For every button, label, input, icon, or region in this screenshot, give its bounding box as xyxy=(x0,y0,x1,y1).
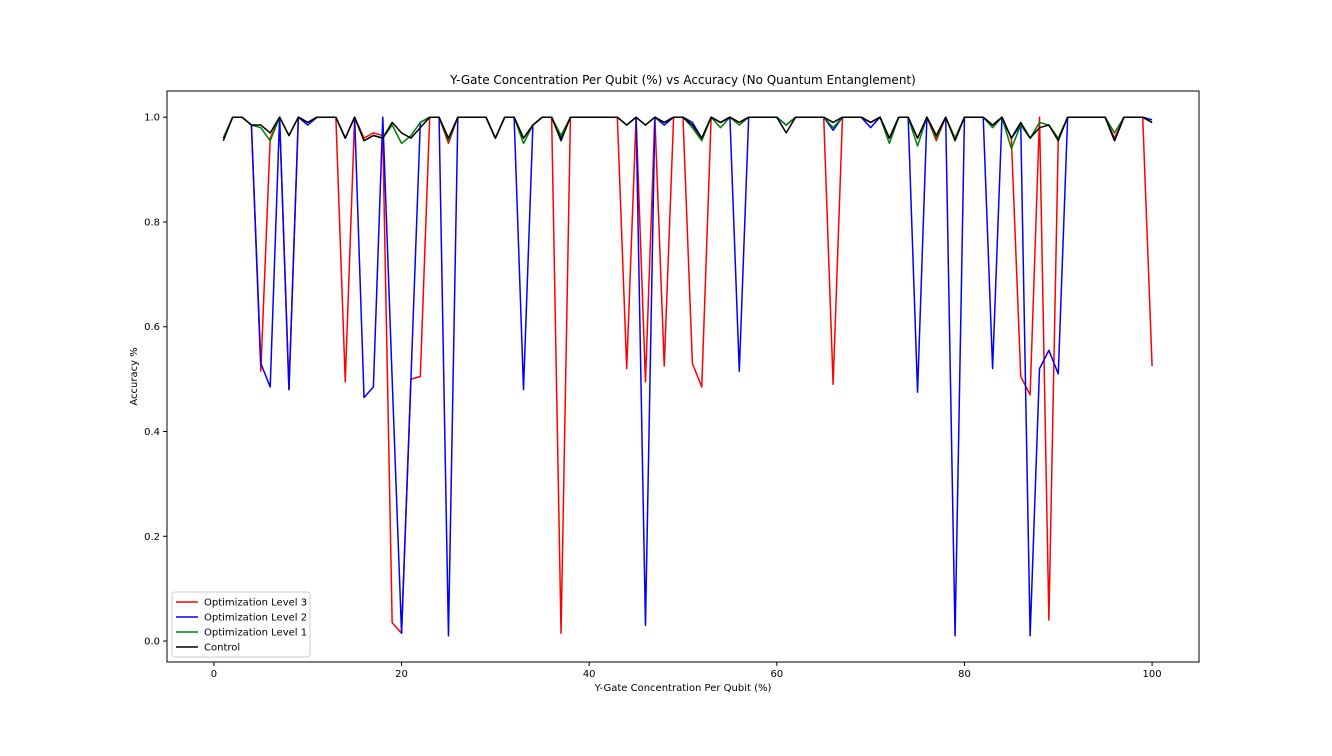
y-tick-label: 0.6 xyxy=(144,322,160,333)
legend-entry: Optimization Level 3 xyxy=(204,598,307,609)
legend: Optimization Level 3 Optimization Level 2… xyxy=(171,591,311,658)
y-tick-label: 0.0 xyxy=(144,637,160,648)
x-tick-label: 40 xyxy=(583,669,596,680)
legend-box xyxy=(171,591,311,658)
series-line-optimization-level-2 xyxy=(222,116,1153,637)
x-tick-label: 60 xyxy=(770,669,783,680)
series-line-control xyxy=(222,116,1153,142)
y-axis-label: Accuracy % xyxy=(129,347,140,405)
series-lines xyxy=(222,116,1153,637)
x-tick-label: 80 xyxy=(958,669,971,680)
y-axis-ticks: 0.0 0.2 0.4 0.6 0.8 1.0 xyxy=(144,113,167,648)
x-axis-ticks: 0 20 40 60 80 100 xyxy=(211,662,1162,680)
x-axis-label: Y-Gate Concentration Per Qubit (%) xyxy=(594,683,772,694)
y-tick-label: 0.8 xyxy=(144,217,160,228)
legend-entry: Optimization Level 1 xyxy=(204,628,307,639)
x-tick-label: 100 xyxy=(1143,669,1162,680)
legend-entry: Optimization Level 2 xyxy=(204,613,307,624)
x-tick-label: 20 xyxy=(395,669,408,680)
legend-entry: Control xyxy=(204,643,240,654)
axes-frame xyxy=(166,90,1200,663)
x-tick-label: 0 xyxy=(211,669,217,680)
y-tick-label: 0.4 xyxy=(144,427,160,438)
chart-title: Y-Gate Concentration Per Qubit (%) vs Ac… xyxy=(449,73,916,87)
y-tick-label: 1.0 xyxy=(144,113,160,124)
y-tick-label: 0.2 xyxy=(144,532,160,543)
